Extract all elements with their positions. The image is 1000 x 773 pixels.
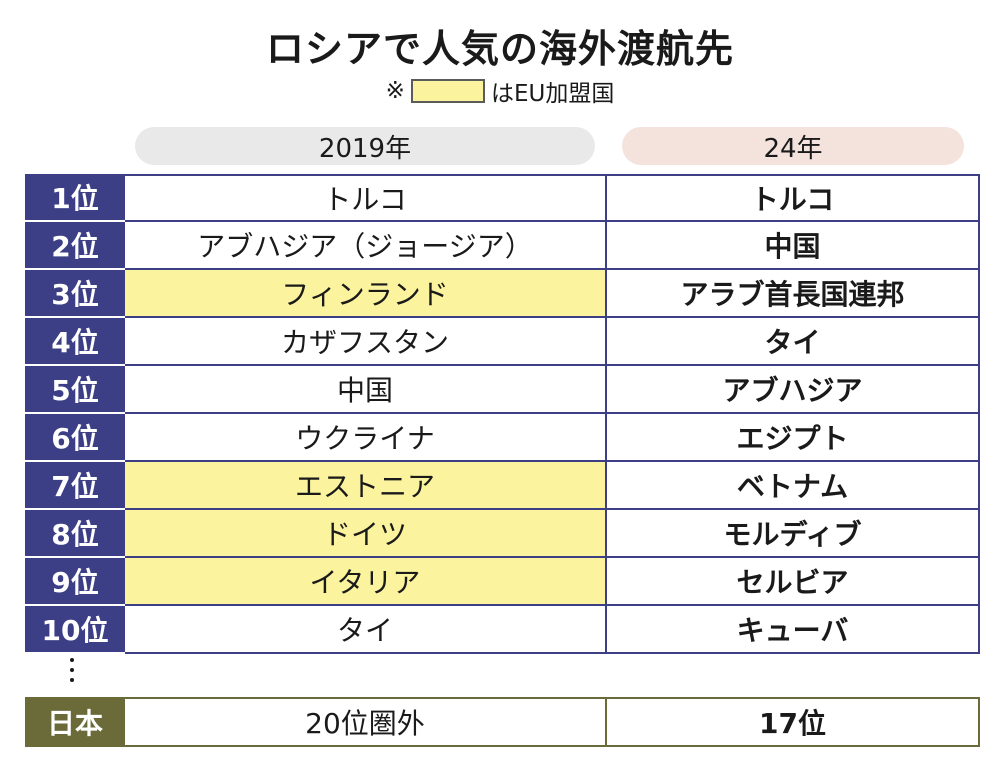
table-row: 10位 タイ キューバ: [25, 606, 980, 654]
page-title: ロシアで人気の海外渡航先: [265, 27, 734, 71]
destination-2019: アブハジア（ジョージア）: [125, 222, 607, 270]
ellipsis-dots: [62, 658, 82, 682]
destination-2019: エストニア: [125, 462, 607, 510]
japan-label: 日本: [25, 697, 125, 747]
table-row: 3位 フィンランド アラブ首長国連邦: [25, 270, 980, 318]
rank-label: 3位: [25, 270, 125, 318]
table-row: 9位 イタリア セルビア: [25, 558, 980, 606]
table-row: 5位 中国 アブハジア: [25, 366, 980, 414]
rank-label: 2位: [25, 222, 125, 270]
year-header-2019: 2019年: [135, 127, 595, 165]
note-mark: ※: [385, 78, 405, 104]
rank-label: 8位: [25, 510, 125, 558]
destination-2019: トルコ: [125, 174, 607, 222]
rank-label: 4位: [25, 318, 125, 366]
legend-note: ※ はEU加盟国: [0, 74, 1000, 108]
table-row: 2位 アブハジア（ジョージア） 中国: [25, 222, 980, 270]
destination-2024: モルディブ: [607, 510, 980, 558]
ranking-table: 1位 トルコ トルコ 2位 アブハジア（ジョージア） 中国 3位 フィンランド アラブ首長国連邦…: [25, 174, 980, 654]
destination-2019: タイ: [125, 606, 607, 654]
destination-2024: 中国: [607, 222, 980, 270]
table-row: 7位 エストニア ベトナム: [25, 462, 980, 510]
rank-label: 10位: [25, 606, 125, 654]
table-row: 1位 トルコ トルコ: [25, 174, 980, 222]
japan-2019-rank: 20位圏外: [125, 697, 607, 747]
japan-row: 日本 20位圏外 17位: [25, 697, 980, 747]
destination-2019: ドイツ: [125, 510, 607, 558]
destination-2019: イタリア: [125, 558, 607, 606]
table-row: 6位 ウクライナ エジプト: [25, 414, 980, 462]
rank-label: 6位: [25, 414, 125, 462]
rank-label: 7位: [25, 462, 125, 510]
table-row: 4位 カザフスタン タイ: [25, 318, 980, 366]
destination-2024: アラブ首長国連邦: [607, 270, 980, 318]
note-text: はEU加盟国: [490, 81, 615, 107]
destination-2024: キューバ: [607, 606, 980, 654]
rank-label: 5位: [25, 366, 125, 414]
table-row: 8位 ドイツ モルディブ: [25, 510, 980, 558]
destination-2024: ベトナム: [607, 462, 980, 510]
eu-color-swatch: [410, 79, 485, 103]
destination-2024: アブハジア: [607, 366, 980, 414]
destination-2019: フィンランド: [125, 270, 607, 318]
japan-2024-rank: 17位: [607, 697, 980, 747]
rank-label: 9位: [25, 558, 125, 606]
destination-2019: カザフスタン: [125, 318, 607, 366]
destination-2019: 中国: [125, 366, 607, 414]
destination-2024: トルコ: [607, 174, 980, 222]
destination-2024: セルビア: [607, 558, 980, 606]
rank-label: 1位: [25, 174, 125, 222]
destination-2019: ウクライナ: [125, 414, 607, 462]
destination-2024: エジプト: [607, 414, 980, 462]
destination-2024: タイ: [607, 318, 980, 366]
year-header-2024: 24年: [622, 127, 964, 165]
